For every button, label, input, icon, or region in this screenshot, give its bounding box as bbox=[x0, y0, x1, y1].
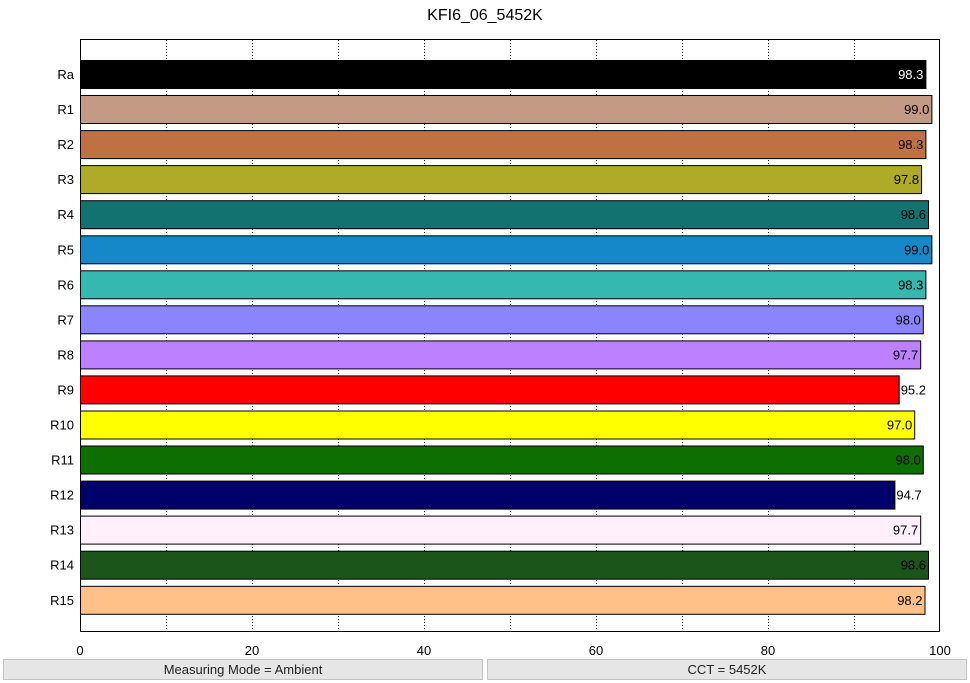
value-label-r8: 97.7 bbox=[893, 347, 918, 362]
bar-r4 bbox=[80, 200, 929, 230]
value-label-r2: 98.3 bbox=[898, 137, 923, 152]
x-axis-ticks: 0 20 40 60 80 100 bbox=[76, 643, 950, 658]
bars: 98.3 99.0 98.3 97.8 98.6 99.0 98.3 98.0 97.7 95.2… bbox=[80, 60, 933, 615]
category-label-r1: R1 bbox=[57, 102, 74, 117]
bar-r9 bbox=[80, 375, 900, 405]
category-label-r9: R9 bbox=[57, 382, 74, 397]
x-tick-label: 100 bbox=[929, 643, 951, 658]
category-label-r11: R11 bbox=[51, 453, 74, 468]
category-label-r8: R8 bbox=[57, 347, 74, 362]
x-tick-label: 20 bbox=[245, 643, 259, 658]
cct-status: CCT = 5452K bbox=[487, 659, 967, 680]
value-label-r7: 98.0 bbox=[895, 312, 920, 327]
bar-r14 bbox=[80, 550, 929, 580]
category-label-r10: R10 bbox=[50, 418, 74, 433]
category-label-r4: R4 bbox=[57, 207, 74, 222]
bar-r3 bbox=[80, 165, 923, 195]
category-label-r7: R7 bbox=[57, 312, 74, 327]
value-label-r15: 98.2 bbox=[897, 593, 922, 608]
category-label-r3: R3 bbox=[57, 172, 74, 187]
value-label-r6: 98.3 bbox=[898, 277, 923, 292]
category-labels: Ra R1 R2 R3 R4 R5 R6 R7 R8 R9 R10 R11 R12 R13 R14 R15 bbox=[50, 67, 75, 608]
category-label-r12: R12 bbox=[50, 488, 74, 503]
value-label-r4: 98.6 bbox=[901, 207, 926, 222]
bar-r10 bbox=[80, 410, 916, 440]
bar-r13 bbox=[80, 515, 922, 545]
category-label-r6: R6 bbox=[57, 277, 74, 292]
value-label-r9: 95.2 bbox=[901, 382, 926, 397]
value-label-ra: 98.3 bbox=[898, 67, 923, 82]
bar-r8 bbox=[80, 340, 922, 370]
value-label-r13: 97.7 bbox=[893, 523, 918, 538]
measuring-mode-status: Measuring Mode = Ambient bbox=[3, 659, 483, 680]
bar-r2 bbox=[80, 130, 927, 160]
bar-r15 bbox=[80, 585, 926, 615]
bar-r6 bbox=[80, 270, 927, 300]
bar-ra bbox=[80, 60, 927, 89]
value-label-r12: 94.7 bbox=[896, 488, 921, 503]
value-label-r14: 98.6 bbox=[901, 558, 926, 573]
x-tick-label: 60 bbox=[589, 643, 603, 658]
x-tick-label: 0 bbox=[76, 643, 83, 658]
value-label-r10: 97.0 bbox=[887, 418, 912, 433]
category-label-r15: R15 bbox=[50, 593, 74, 608]
x-tick-label: 80 bbox=[761, 643, 775, 658]
chart-title: KFI6_06_5452K bbox=[427, 7, 543, 24]
bar-r11 bbox=[80, 445, 924, 475]
bar-r12 bbox=[80, 480, 896, 510]
bar-r1 bbox=[80, 95, 933, 124]
bar-r7 bbox=[80, 305, 924, 335]
category-label-r13: R13 bbox=[50, 523, 74, 538]
value-label-r5: 99.0 bbox=[904, 242, 929, 257]
value-label-r3: 97.8 bbox=[894, 172, 919, 187]
value-label-r1: 99.0 bbox=[904, 102, 929, 117]
category-label-ra: Ra bbox=[57, 67, 74, 82]
value-label-r11: 98.0 bbox=[895, 453, 920, 468]
plot-area-frame bbox=[80, 39, 940, 632]
category-label-r5: R5 bbox=[57, 242, 74, 257]
category-label-r14: R14 bbox=[50, 558, 74, 573]
bar-r5 bbox=[80, 235, 933, 265]
category-label-r2: R2 bbox=[57, 137, 74, 152]
x-tick-label: 40 bbox=[417, 643, 431, 658]
